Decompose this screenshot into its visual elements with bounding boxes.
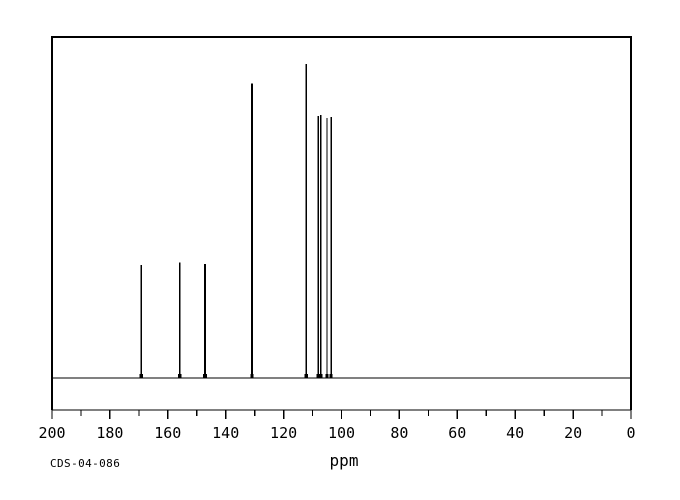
x-tick-label-20: 20 [564,424,582,442]
x-axis-tick-labels-group: 200 180 160 140 120 100 80 60 40 20 0 [38,424,635,442]
plot-frame [51,36,632,410]
x-axis-title: ppm [330,451,359,470]
x-tick-label-180: 180 [96,424,123,442]
x-tick-label-80: 80 [390,424,408,442]
x-tick-label-100: 100 [328,424,355,442]
x-tick-label-140: 140 [212,424,239,442]
x-tick-label-40: 40 [506,424,524,442]
spectrum-trace-group [52,63,631,379]
peak-lines-group [139,63,333,378]
x-tick-label-200: 200 [38,424,65,442]
x-tick-label-60: 60 [448,424,466,442]
sample-id-label: CDS-04-086 [50,457,120,470]
plot-frame-border [51,36,632,410]
x-axis-ticks-group [51,410,632,419]
x-axis: 200 180 160 140 120 100 80 60 40 20 0 [38,409,636,442]
x-tick-label-0: 0 [626,424,635,442]
x-tick-label-160: 160 [154,424,181,442]
x-tick-label-120: 120 [270,424,297,442]
